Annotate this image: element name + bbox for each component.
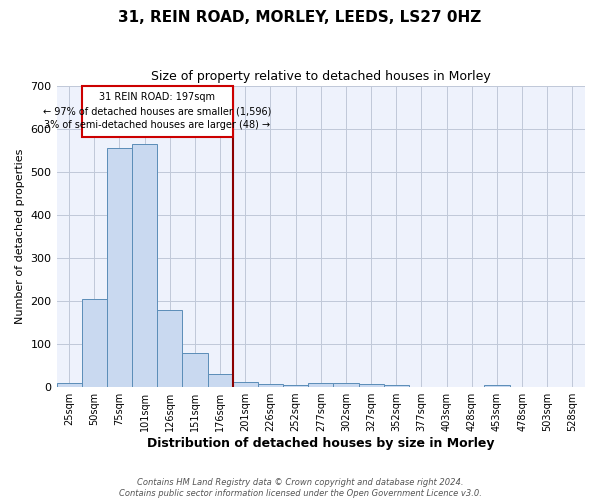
Text: 31, REIN ROAD, MORLEY, LEEDS, LS27 0HZ: 31, REIN ROAD, MORLEY, LEEDS, LS27 0HZ — [118, 10, 482, 25]
Title: Size of property relative to detached houses in Morley: Size of property relative to detached ho… — [151, 70, 491, 83]
Bar — [334, 383, 359, 387]
Bar — [484, 385, 509, 387]
Bar — [283, 385, 308, 387]
Text: Contains HM Land Registry data © Crown copyright and database right 2024.
Contai: Contains HM Land Registry data © Crown c… — [119, 478, 481, 498]
Text: 31 REIN ROAD: 197sqm
← 97% of detached houses are smaller (1,596)
3% of semi-det: 31 REIN ROAD: 197sqm ← 97% of detached h… — [43, 92, 271, 130]
Bar — [182, 352, 208, 387]
Bar — [56, 383, 82, 387]
Bar — [107, 148, 132, 387]
Bar — [383, 385, 409, 387]
Bar — [308, 383, 334, 387]
Bar — [132, 144, 157, 387]
Bar — [258, 384, 283, 387]
Bar — [208, 374, 233, 387]
Bar — [157, 310, 182, 387]
Y-axis label: Number of detached properties: Number of detached properties — [15, 148, 25, 324]
FancyBboxPatch shape — [82, 86, 233, 137]
Bar — [359, 384, 383, 387]
Bar — [82, 299, 107, 387]
Bar — [233, 382, 258, 387]
X-axis label: Distribution of detached houses by size in Morley: Distribution of detached houses by size … — [147, 437, 494, 450]
